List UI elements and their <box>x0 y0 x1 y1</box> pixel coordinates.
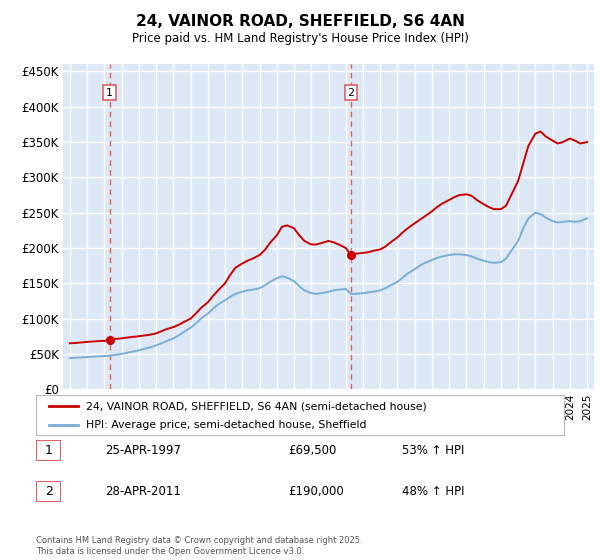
FancyBboxPatch shape <box>36 481 61 502</box>
Text: 28-APR-2011: 28-APR-2011 <box>105 485 181 498</box>
Text: 2: 2 <box>347 88 355 97</box>
Text: Price paid vs. HM Land Registry's House Price Index (HPI): Price paid vs. HM Land Registry's House … <box>131 32 469 45</box>
Text: HPI: Average price, semi-detached house, Sheffield: HPI: Average price, semi-detached house,… <box>86 420 367 430</box>
Text: 53% ↑ HPI: 53% ↑ HPI <box>402 444 464 458</box>
FancyBboxPatch shape <box>36 395 564 435</box>
Text: Contains HM Land Registry data © Crown copyright and database right 2025.
This d: Contains HM Land Registry data © Crown c… <box>36 536 362 556</box>
Text: £69,500: £69,500 <box>288 444 337 458</box>
Text: 2: 2 <box>44 485 53 498</box>
Text: £190,000: £190,000 <box>288 485 344 498</box>
Text: 1: 1 <box>44 444 53 458</box>
Text: 24, VAINOR ROAD, SHEFFIELD, S6 4AN (semi-detached house): 24, VAINOR ROAD, SHEFFIELD, S6 4AN (semi… <box>86 401 427 411</box>
Text: 25-APR-1997: 25-APR-1997 <box>105 444 181 458</box>
Text: 48% ↑ HPI: 48% ↑ HPI <box>402 485 464 498</box>
FancyBboxPatch shape <box>36 440 61 461</box>
Text: 1: 1 <box>106 88 113 97</box>
Text: 24, VAINOR ROAD, SHEFFIELD, S6 4AN: 24, VAINOR ROAD, SHEFFIELD, S6 4AN <box>136 14 464 29</box>
